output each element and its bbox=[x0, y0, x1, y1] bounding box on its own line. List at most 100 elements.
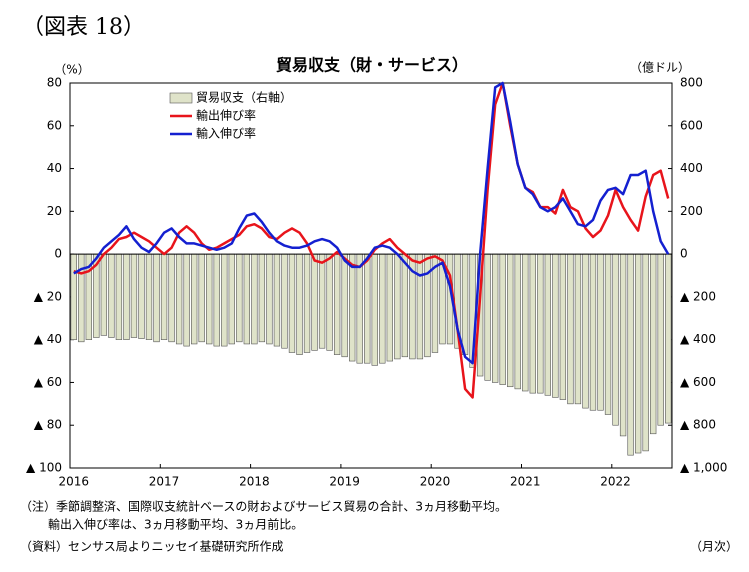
bar bbox=[100, 253, 108, 336]
bar bbox=[597, 253, 604, 411]
bar bbox=[303, 253, 311, 353]
bar bbox=[589, 253, 597, 411]
bar bbox=[198, 253, 205, 343]
y-axis-label: （%） bbox=[54, 63, 89, 77]
x-tick-label: 2017 bbox=[149, 475, 180, 489]
y2-tick-label: ▲ 400 bbox=[680, 332, 716, 346]
x-tick-label: 2020 bbox=[420, 475, 451, 489]
legend-swatch bbox=[169, 92, 193, 104]
bar bbox=[296, 253, 303, 355]
bar bbox=[183, 253, 190, 347]
bar bbox=[492, 253, 499, 383]
bar bbox=[228, 253, 235, 345]
y2-tick-label: 400 bbox=[680, 161, 703, 175]
y-tick-label: ▲ 60 bbox=[34, 375, 62, 389]
bar bbox=[281, 253, 288, 349]
legend-label: 輸出伸び率 bbox=[196, 108, 256, 123]
bar bbox=[582, 253, 589, 409]
bar bbox=[424, 253, 431, 358]
bar bbox=[514, 253, 521, 390]
bar bbox=[138, 253, 145, 339]
bar bbox=[341, 253, 348, 358]
bar bbox=[371, 253, 378, 366]
y-tick-label: 80 bbox=[47, 76, 62, 90]
bar bbox=[522, 253, 529, 392]
bar bbox=[499, 253, 506, 385]
figure-label: （図表 18） bbox=[22, 15, 145, 40]
bar bbox=[266, 253, 273, 345]
bar bbox=[574, 253, 582, 405]
bar bbox=[213, 253, 220, 347]
bar bbox=[544, 253, 551, 396]
y-tick-label: 40 bbox=[47, 161, 62, 175]
bar bbox=[650, 253, 657, 435]
bar bbox=[288, 253, 296, 353]
bar bbox=[356, 253, 363, 364]
bar bbox=[665, 253, 672, 424]
bar bbox=[567, 253, 574, 405]
bar bbox=[236, 253, 243, 343]
y-tick-label: ▲ 80 bbox=[34, 418, 62, 432]
y2-tick-label: ▲ 1,000 bbox=[680, 461, 727, 475]
bar bbox=[70, 253, 77, 340]
bar bbox=[484, 253, 491, 381]
bar bbox=[333, 253, 341, 355]
bar bbox=[401, 253, 409, 358]
y-tick-label: ▲ 40 bbox=[34, 332, 62, 346]
y-tick-label: ▲ 20 bbox=[34, 289, 62, 303]
bar bbox=[552, 253, 559, 398]
bar bbox=[318, 253, 326, 349]
bar bbox=[604, 253, 612, 415]
bar bbox=[634, 253, 642, 454]
bar bbox=[145, 253, 153, 340]
y2-tick-label: 0 bbox=[680, 247, 688, 261]
bar bbox=[258, 253, 266, 343]
line bbox=[73, 81, 670, 365]
bar bbox=[416, 253, 424, 360]
bar bbox=[619, 253, 627, 437]
bar bbox=[160, 253, 168, 340]
bar bbox=[627, 253, 634, 456]
y2-tick-label: 200 bbox=[680, 204, 703, 218]
bar bbox=[612, 253, 619, 426]
bar bbox=[349, 253, 356, 362]
y2-tick-label: 600 bbox=[680, 118, 703, 132]
bar bbox=[364, 253, 371, 364]
bar bbox=[507, 253, 514, 388]
bar bbox=[559, 253, 567, 400]
bar bbox=[206, 253, 213, 345]
y-tick-label: ▲ 100 bbox=[26, 461, 62, 475]
legend-label: 輸入伸び率 bbox=[196, 126, 256, 141]
y-tick-label: 60 bbox=[47, 118, 62, 132]
bar bbox=[642, 253, 649, 452]
bar bbox=[130, 253, 138, 338]
plot-frame bbox=[69, 82, 673, 469]
chart-title: 貿易収支（財・サービス） bbox=[276, 56, 468, 75]
bar bbox=[221, 253, 228, 347]
note: 輸出入伸び率は、3ヵ月移動平均、3ヵ月前比。 bbox=[48, 517, 303, 532]
y-tick-label: 0 bbox=[54, 247, 62, 261]
x-tick-label: 2019 bbox=[329, 475, 360, 489]
bar bbox=[537, 253, 544, 394]
bar bbox=[108, 253, 115, 338]
y2-axis-label: （億ドル） bbox=[630, 61, 690, 75]
x-tick-label: 2022 bbox=[600, 475, 631, 489]
bar bbox=[461, 253, 469, 355]
legend-label: 貿易収支（右軸） bbox=[196, 90, 292, 105]
y2-tick-label: ▲ 600 bbox=[680, 375, 716, 389]
bar bbox=[326, 253, 333, 351]
bar bbox=[311, 253, 318, 351]
y2-tick-label: ▲ 800 bbox=[680, 418, 716, 432]
bar bbox=[657, 253, 664, 426]
bar bbox=[123, 253, 130, 340]
x-unit: （月次） bbox=[690, 540, 738, 554]
note: （注）季節調整済、国際収支統計ベースの財およびサービス貿易の合計、3ヵ月移動平均… bbox=[20, 499, 507, 514]
bar bbox=[529, 253, 536, 394]
x-tick-label: 2018 bbox=[239, 475, 270, 489]
bar bbox=[273, 253, 281, 347]
source: （資料）センサス局よりニッセイ基礎研究所作成 bbox=[20, 539, 284, 554]
x-tick-label: 2021 bbox=[510, 475, 541, 489]
bar bbox=[153, 253, 160, 343]
bar bbox=[115, 253, 123, 340]
